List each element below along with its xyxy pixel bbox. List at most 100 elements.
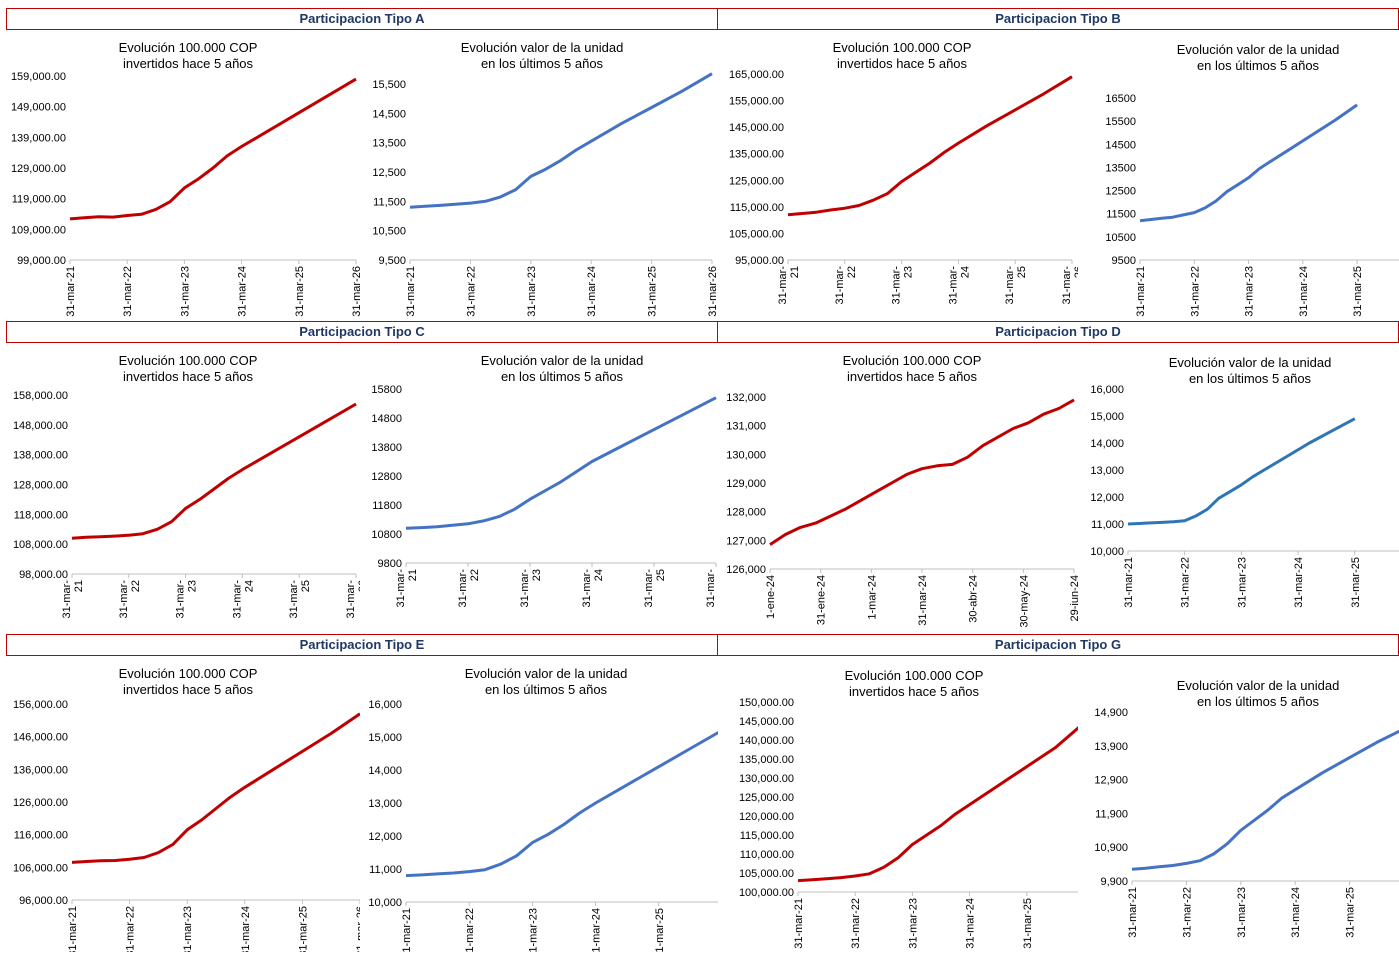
y-tick-label: 148,000.00 <box>13 420 68 432</box>
x-tick-label: 31-mar-23 <box>891 266 915 305</box>
y-tick-label: 136,000.00 <box>13 764 68 776</box>
x-tick-label: 31-mar-22 <box>834 266 858 305</box>
y-tick-label: 131,000 <box>726 421 766 433</box>
x-tick-label: 31-mar-22 <box>122 266 134 317</box>
y-tick-label: 11,000 <box>369 864 402 876</box>
y-tick-label: 11,900 <box>1095 808 1128 820</box>
series-line <box>405 396 717 530</box>
x-tick-label: 31-mar-24 <box>1298 266 1310 317</box>
x-tick-label: 31-mar-21 <box>1135 266 1147 317</box>
chart-title: Evolución valor de la unidad en los últim… <box>481 353 644 384</box>
x-tick-label: 31-mar-23 <box>526 266 538 317</box>
chart-title: Evolución 100.000 COP invertidos hace 5 a… <box>119 666 258 697</box>
y-tick-label: 14,000 <box>368 765 402 777</box>
y-tick-label: 100,000.00 <box>739 887 794 899</box>
y-tick-label: 9,500 <box>378 255 406 267</box>
y-tick-label: 150,000.00 <box>739 697 794 709</box>
y-tick-label: 110,000.00 <box>740 849 794 861</box>
x-tick-label: 31-mar-25 <box>1352 266 1364 317</box>
chart-tipo-d-inversion: Evolución 100.000 COP invertidos hace 5 a… <box>726 353 1078 628</box>
x-tick-label: 31-mar-22 <box>1189 266 1201 317</box>
y-tick-label: 10,500 <box>372 226 406 238</box>
chart-title: Evolución 100.000 COP invertidos hace 5 a… <box>833 40 972 71</box>
x-tick-label: 31-mar-25 <box>1022 898 1034 949</box>
y-tick-label: 140,000.00 <box>739 735 794 747</box>
y-tick-label: 14,000 <box>1090 438 1124 450</box>
x-tick-label: 31-mar-22 <box>118 580 142 619</box>
x-tick-label: 31-mar-25 <box>288 580 312 619</box>
x-tick-label: 31-mar-24 <box>947 266 971 305</box>
y-tick-label: 10,000 <box>1090 546 1124 558</box>
x-tick-label: 31-mar-24 <box>237 266 249 317</box>
y-tick-label: 15500 <box>1105 116 1136 128</box>
chart-tipo-e-unidad: Evolución valor de la unidad en los últim… <box>368 666 718 952</box>
series-line <box>69 77 357 221</box>
y-tick-label: 115,000.00 <box>730 202 784 214</box>
y-tick-label: 98,000.00 <box>19 569 68 581</box>
y-tick-label: 159,000.00 <box>11 71 66 83</box>
x-tick-label: 31-mar-25 <box>643 569 667 608</box>
series-line <box>797 726 1078 883</box>
chart-tipo-g-inversion: Evolución 100.000 COP invertidos hace 5 a… <box>739 668 1078 949</box>
section-header-tipo-a: Participacion Tipo A <box>6 8 718 30</box>
y-tick-label: 11500 <box>1106 209 1136 221</box>
y-tick-label: 130,000.00 <box>739 773 794 785</box>
y-tick-label: 15,000 <box>368 732 402 744</box>
x-tick-label: 31-mar-25 <box>654 908 666 952</box>
y-tick-label: 126,000.00 <box>13 797 68 809</box>
y-tick-label: 149,000.00 <box>11 102 66 114</box>
series-line <box>405 730 718 878</box>
chart-title: Evolución 100.000 COP invertidos hace 5 a… <box>845 668 984 699</box>
y-tick-label: 96,000.00 <box>19 895 68 907</box>
x-tick-label: 31-mar-25 <box>647 266 659 317</box>
y-tick-label: 118,000.00 <box>14 509 68 521</box>
x-tick-label: 31-mar-24 <box>1290 887 1302 938</box>
y-tick-label: 10500 <box>1105 232 1136 244</box>
y-tick-label: 13500 <box>1105 162 1136 174</box>
section-header-tipo-g: Participacion Tipo G <box>717 634 1399 656</box>
x-tick-label: 31-mar-21 <box>61 580 85 619</box>
series-line <box>71 402 357 540</box>
x-tick-label: 31-mar-21 <box>401 908 413 952</box>
series-line <box>1127 417 1356 526</box>
y-tick-label: 156,000.00 <box>13 699 68 711</box>
series-line <box>1139 103 1358 223</box>
y-tick-label: 14,500 <box>372 108 406 120</box>
y-tick-label: 119,000.00 <box>12 194 66 206</box>
y-tick-label: 125,000.00 <box>729 175 784 187</box>
x-tick-label: 31-mar-22 <box>465 266 477 317</box>
y-tick-label: 95,000.00 <box>735 255 784 267</box>
x-tick-label: 31-mar-21 <box>65 266 77 317</box>
y-tick-label: 135,000.00 <box>729 149 784 161</box>
y-tick-label: 13,500 <box>372 138 406 150</box>
x-tick-label: 31-mar-23 <box>175 580 199 619</box>
x-tick-label: 31-mar-24 <box>586 266 598 317</box>
x-tick-label: 31-mar-23 <box>519 569 543 608</box>
y-tick-label: 105,000.00 <box>729 228 784 240</box>
x-tick-label: 31-mar-26 <box>1061 266 1078 305</box>
chart-tipo-b-inversion: Evolución 100.000 COP invertidos hace 5 a… <box>729 40 1078 305</box>
y-tick-label: 155,000.00 <box>729 96 784 108</box>
y-tick-label: 120,000.00 <box>739 811 794 823</box>
y-tick-label: 10,000 <box>368 897 402 909</box>
y-tick-label: 129,000 <box>726 478 766 490</box>
y-tick-label: 125,000.00 <box>739 792 794 804</box>
y-tick-label: 146,000.00 <box>13 732 68 744</box>
chart-tipo-a-unidad: Evolución valor de la unidad en los últim… <box>372 40 718 317</box>
y-tick-label: 12,500 <box>372 167 406 179</box>
y-tick-label: 115,000.00 <box>740 830 794 842</box>
chart-title: Evolución valor de la unidad en los últim… <box>465 666 628 697</box>
chart-title: Evolución 100.000 COP invertidos hace 5 a… <box>119 40 258 71</box>
x-tick-label: 31-mar-21 <box>67 906 79 952</box>
x-tick-label: 31-mar-22 <box>1181 887 1193 938</box>
y-tick-label: 126,000 <box>726 564 766 576</box>
y-tick-label: 12,000 <box>1090 492 1124 504</box>
y-tick-label: 109,000.00 <box>11 224 66 236</box>
y-tick-label: 9500 <box>1112 255 1136 267</box>
x-tick-label: 31-mar-25 <box>1350 557 1362 608</box>
x-tick-label: 31-mar-24 <box>231 580 255 619</box>
section-header-tipo-b: Participacion Tipo B <box>717 8 1399 30</box>
series-line <box>769 398 1075 546</box>
x-tick-label: 31-mar-23 <box>1236 887 1248 938</box>
x-tick-label: 31-mar-22 <box>850 898 862 949</box>
